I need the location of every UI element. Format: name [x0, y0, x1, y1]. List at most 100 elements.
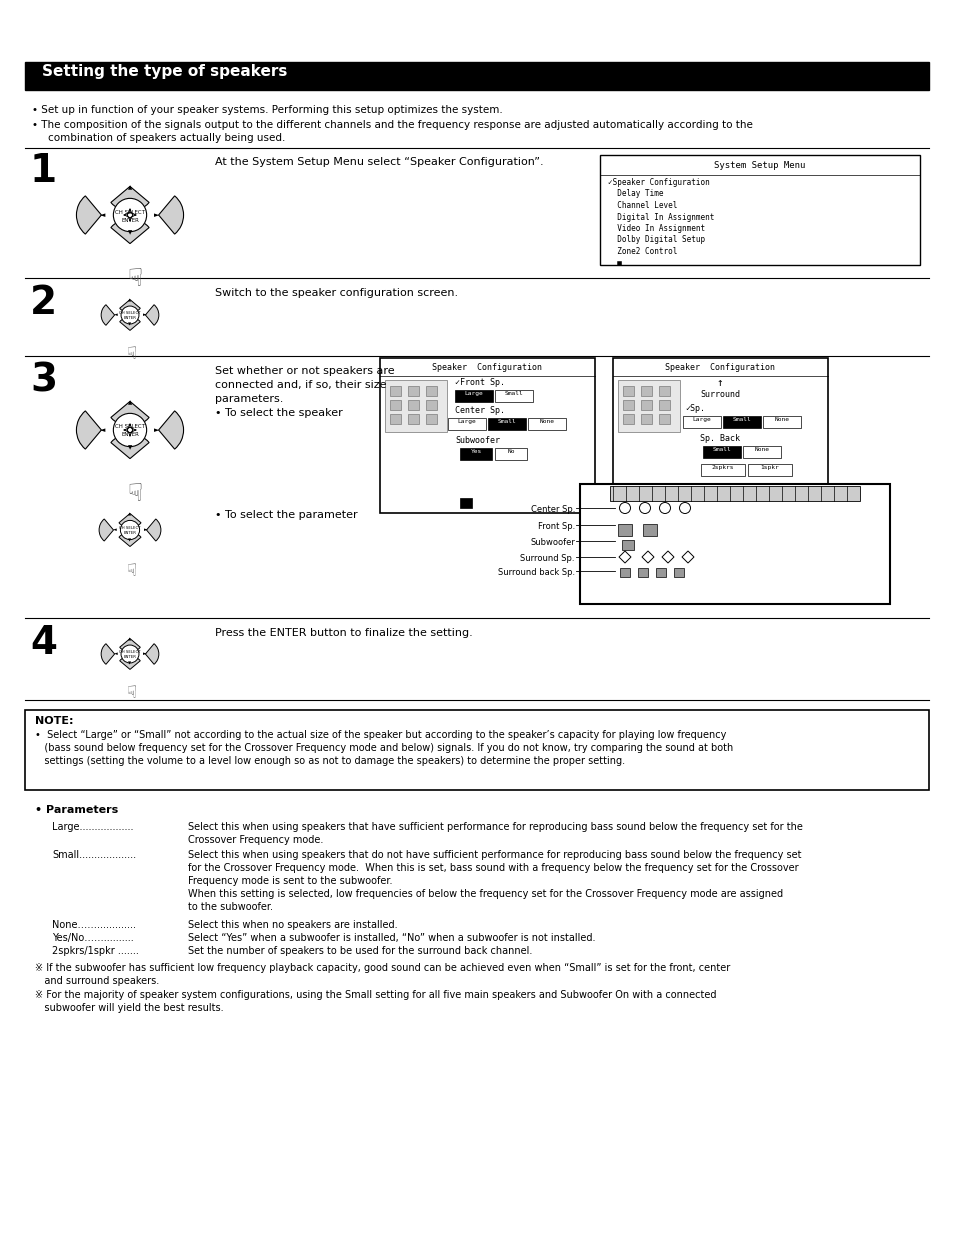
- Text: and surround speakers.: and surround speakers.: [35, 976, 159, 986]
- Text: ►: ►: [143, 313, 146, 318]
- Bar: [609, 486, 859, 501]
- Wedge shape: [158, 195, 183, 234]
- Text: ✓Sp.: ✓Sp.: [684, 404, 704, 413]
- Wedge shape: [111, 187, 149, 212]
- Text: Sp. Back: Sp. Back: [700, 434, 740, 443]
- Text: ENTER: ENTER: [124, 656, 136, 659]
- Circle shape: [120, 521, 139, 539]
- Bar: [408, 400, 418, 409]
- Bar: [599, 155, 919, 265]
- Text: ▼: ▼: [128, 230, 132, 236]
- Bar: [408, 414, 418, 424]
- Bar: [459, 448, 492, 460]
- Text: Crossover Frequency mode.: Crossover Frequency mode.: [188, 835, 323, 845]
- Bar: [455, 390, 493, 402]
- Text: ▲: ▲: [129, 512, 132, 516]
- Bar: [618, 524, 631, 536]
- Circle shape: [113, 198, 147, 231]
- Text: Select this when no speakers are installed.: Select this when no speakers are install…: [188, 920, 397, 930]
- Bar: [642, 524, 657, 536]
- Bar: [488, 418, 525, 430]
- Text: to the subwoofer.: to the subwoofer.: [188, 902, 273, 912]
- Polygon shape: [661, 550, 673, 563]
- Wedge shape: [111, 434, 149, 459]
- Text: ▼: ▼: [129, 538, 132, 543]
- Wedge shape: [101, 304, 114, 325]
- Text: Small: Small: [732, 417, 751, 422]
- Text: At the System Setup Menu select “Speaker Configuration”.: At the System Setup Menu select “Speaker…: [214, 157, 543, 167]
- Wedge shape: [119, 299, 140, 313]
- Text: 3: 3: [30, 362, 57, 400]
- Text: ☟: ☟: [128, 482, 143, 506]
- Text: Large: Large: [464, 391, 483, 396]
- Text: ▲: ▲: [129, 298, 132, 302]
- Bar: [622, 400, 634, 409]
- Text: Small: Small: [504, 391, 523, 396]
- Text: ✓Front Sp.: ✓Front Sp.: [455, 379, 504, 387]
- Bar: [621, 541, 634, 550]
- Text: Press the ENTER button to finalize the setting.: Press the ENTER button to finalize the s…: [214, 628, 473, 638]
- Bar: [638, 568, 647, 576]
- Circle shape: [639, 502, 650, 513]
- Text: ◄: ◄: [113, 313, 117, 318]
- Bar: [640, 400, 651, 409]
- Wedge shape: [101, 643, 114, 664]
- Text: • To select the speaker: • To select the speaker: [214, 408, 342, 418]
- Text: ■: ■: [607, 259, 621, 267]
- Text: ☟: ☟: [128, 267, 143, 291]
- Bar: [408, 386, 418, 396]
- Polygon shape: [681, 550, 693, 563]
- Circle shape: [121, 306, 139, 324]
- Bar: [426, 400, 436, 409]
- Bar: [722, 416, 760, 428]
- Text: 2: 2: [30, 285, 57, 322]
- Text: Surround Sp.: Surround Sp.: [520, 554, 575, 563]
- Wedge shape: [111, 219, 149, 244]
- Text: Digital In Assignment: Digital In Assignment: [607, 213, 714, 221]
- Wedge shape: [119, 532, 141, 547]
- Text: subwoofer will yield the best results.: subwoofer will yield the best results.: [35, 1003, 223, 1013]
- Circle shape: [618, 502, 630, 513]
- Text: ENTER: ENTER: [124, 315, 136, 320]
- Bar: [385, 380, 447, 432]
- Text: ◄: ◄: [100, 212, 106, 218]
- Bar: [640, 414, 651, 424]
- Bar: [613, 357, 827, 513]
- Bar: [742, 447, 781, 458]
- Text: Small: Small: [497, 419, 516, 424]
- Text: When this setting is selected, low frequencies of below the frequency set for th: When this setting is selected, low frequ…: [188, 889, 782, 899]
- Text: 2spkrs/1spkr .......: 2spkrs/1spkr .......: [52, 946, 139, 956]
- Text: Subwoofer: Subwoofer: [530, 538, 575, 547]
- Wedge shape: [158, 411, 183, 449]
- Circle shape: [113, 413, 147, 447]
- Wedge shape: [145, 304, 158, 325]
- Text: Large..................: Large..................: [52, 823, 133, 833]
- Bar: [659, 386, 669, 396]
- Wedge shape: [145, 643, 158, 664]
- Text: Speaker  Configuration: Speaker Configuration: [664, 362, 774, 372]
- Text: ►: ►: [144, 527, 148, 532]
- Text: Dolby Digital Setup: Dolby Digital Setup: [607, 235, 704, 245]
- Text: CH SELECT: CH SELECT: [115, 424, 145, 429]
- Text: Zone2 Control: Zone2 Control: [607, 247, 677, 256]
- Text: 4: 4: [30, 623, 57, 662]
- Wedge shape: [119, 638, 140, 652]
- Bar: [459, 499, 472, 508]
- Bar: [673, 568, 683, 576]
- Text: CH SELECT: CH SELECT: [119, 526, 141, 529]
- Text: connected and, if so, their size: connected and, if so, their size: [214, 380, 386, 390]
- Text: Switch to the speaker configuration screen.: Switch to the speaker configuration scre…: [214, 288, 457, 298]
- Bar: [619, 568, 629, 576]
- Bar: [379, 357, 595, 513]
- Text: • The composition of the signals output to the different channels and the freque: • The composition of the signals output …: [32, 120, 752, 130]
- Text: for the Crossover Frequency mode.  When this is set, bass sound with a frequency: for the Crossover Frequency mode. When t…: [188, 863, 798, 873]
- Wedge shape: [119, 513, 141, 528]
- Bar: [426, 386, 436, 396]
- Bar: [682, 416, 720, 428]
- Text: ※ If the subwoofer has sufficient low frequency playback capacity, good sound ca: ※ If the subwoofer has sufficient low fr…: [35, 962, 729, 974]
- Bar: [656, 568, 665, 576]
- Text: •  Select “Large” or “Small” not according to the actual size of the speaker but: • Select “Large” or “Small” not accordin…: [35, 730, 725, 740]
- Text: Surround: Surround: [700, 390, 740, 400]
- Bar: [747, 464, 791, 476]
- Text: No: No: [507, 449, 515, 454]
